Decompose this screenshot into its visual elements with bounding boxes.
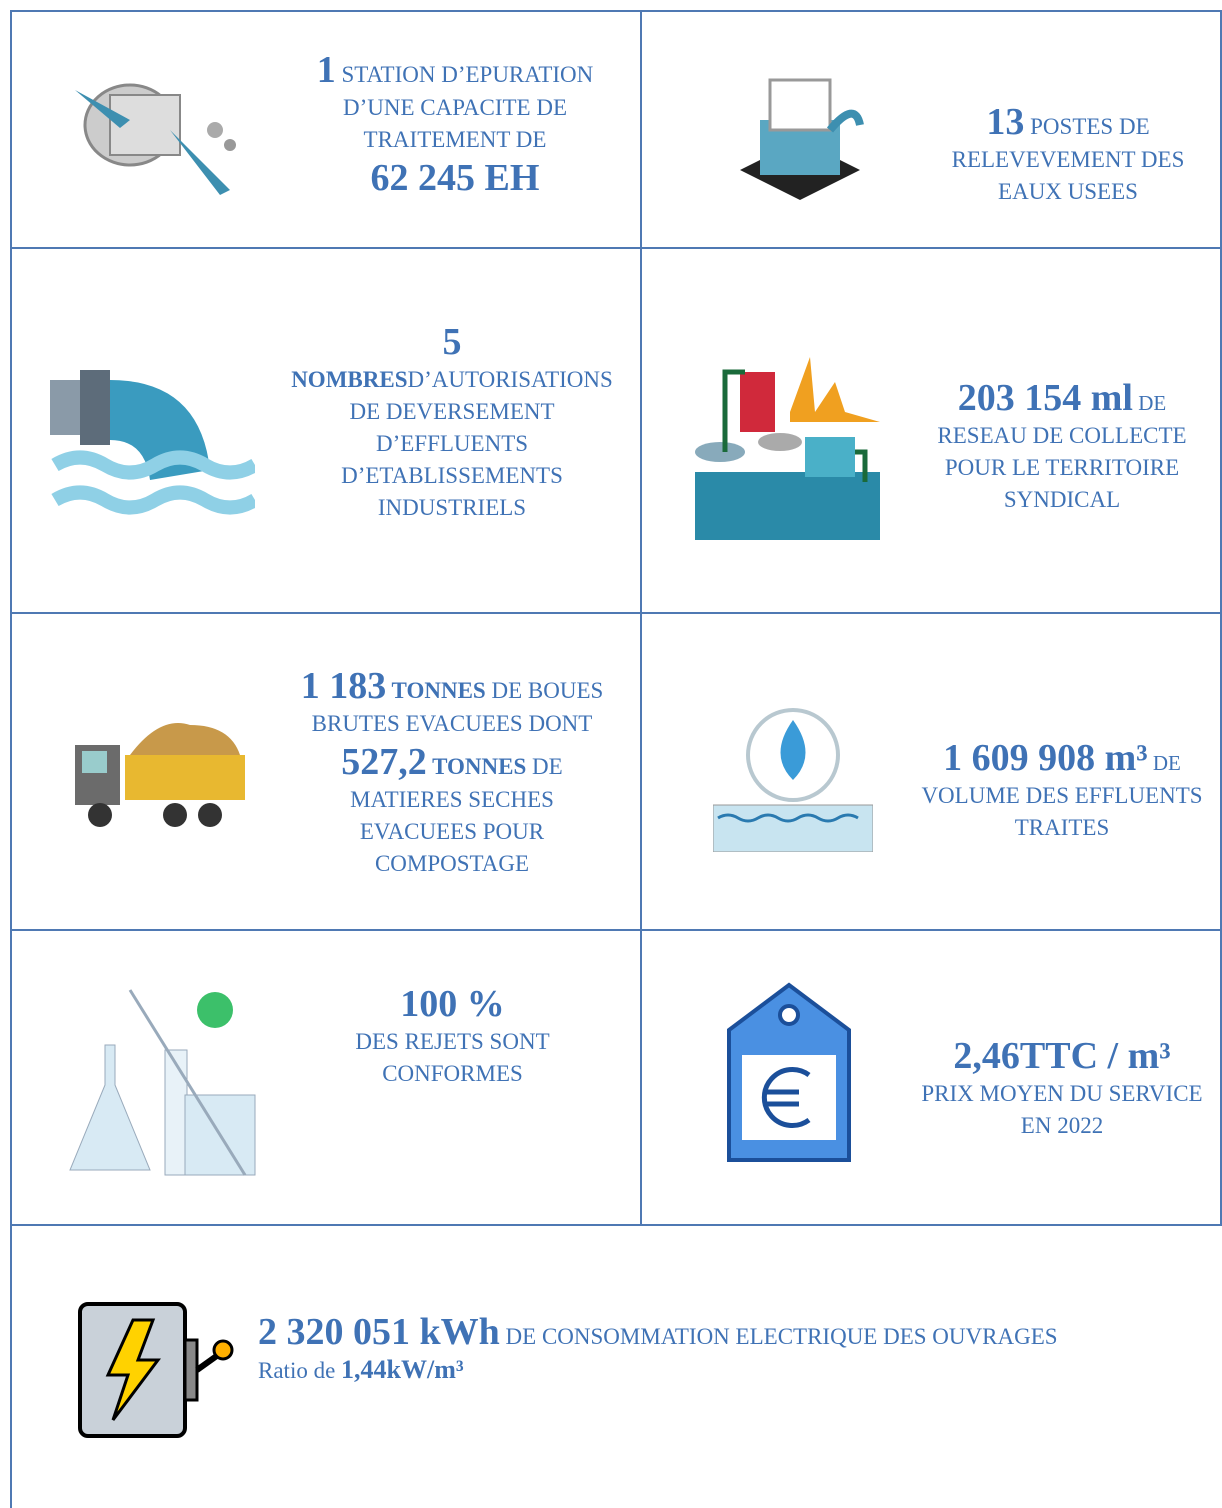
label: TONNES: [386, 678, 486, 703]
water-icon: [713, 708, 873, 852]
text-block: 203 154 ml DE RESEAU DE COLLECTE POUR LE…: [902, 376, 1222, 516]
text-block: 2 320 051 kWh DE CONSOMMATION ELECTRIQUE…: [258, 1310, 1218, 1387]
figure: 62 245 EH: [370, 157, 540, 199]
label: PRIX MOYEN DU SERVICE: [921, 1081, 1203, 1106]
label: TONNES: [426, 754, 527, 779]
label: SYNDICAL: [1003, 487, 1121, 512]
pumping-icon: [740, 78, 864, 200]
border: [10, 10, 1222, 12]
label: MATIERES SECHES: [350, 787, 554, 812]
label: Ratio de: [258, 1358, 342, 1383]
lab-icon: [69, 989, 256, 1176]
label: DE: [1147, 751, 1181, 775]
figure: 1,44kW/m³: [341, 1355, 464, 1384]
truck-icon: [75, 723, 245, 827]
text-block: 1 STATION D’EPURATION D’UNE CAPACITE DE …: [275, 48, 635, 200]
label: BRUTES EVACUEES DONT: [311, 711, 593, 736]
discharge-icon: [50, 370, 255, 515]
label: D’UNE CAPACITE DE: [342, 95, 568, 120]
border: [1220, 10, 1222, 1225]
label: CONFORMES: [382, 1061, 523, 1086]
label: TRAITEMENT DE: [363, 127, 547, 152]
border: [10, 1224, 1222, 1226]
label: VOLUME DES EFFLUENTS: [921, 783, 1203, 808]
label: DES REJETS SONT: [355, 1029, 550, 1054]
label: INDUSTRIELS: [377, 495, 527, 520]
label: POSTES DE: [1024, 114, 1150, 139]
label: DE DEVERSEMENT: [349, 399, 555, 424]
label: EAUX USEES: [998, 179, 1138, 204]
label: D’ETABLISSEMENTS: [341, 463, 563, 488]
border: [10, 247, 1222, 249]
label: RESEAU DE COLLECTE: [937, 423, 1187, 448]
label: EN 2022: [1020, 1113, 1104, 1138]
label: DE: [1132, 391, 1167, 415]
label: DE CONSOMMATION ELECTRIQUE DES OUVRAGES: [499, 1324, 1058, 1349]
label: POUR LE TERRITOIRE: [944, 455, 1180, 480]
figure: 2,46TTC / m³: [953, 1035, 1171, 1077]
figure: 100 %: [400, 983, 505, 1025]
label: NOMBRES: [291, 367, 408, 392]
label: D’EFFLUENTS: [375, 431, 529, 456]
label: COMPOSTAGE: [374, 851, 530, 876]
label: RELEVEVEMENT DES: [951, 147, 1185, 172]
label: STATION D’EPURATION: [335, 62, 594, 87]
text-block: 2,46TTC / m³ PRIX MOYEN DU SERVICE EN 20…: [902, 1034, 1222, 1142]
text-block: 13 POSTES DE RELEVEVEMENT DES EAUX USEES: [910, 100, 1222, 208]
label: DE BOUES: [485, 678, 604, 703]
figure: 5: [442, 321, 462, 363]
border: [640, 10, 642, 1225]
label: D’AUTORISATIONS: [407, 367, 613, 392]
figure: 1 183: [300, 665, 387, 707]
figure: 203 154 ml: [957, 377, 1133, 419]
border: [10, 929, 1222, 931]
label: EVACUEES POUR: [359, 819, 545, 844]
price-icon: [727, 982, 851, 1162]
network-icon: [695, 357, 880, 540]
text-block: 1 183 TONNES DE BOUES BRUTES EVACUEES DO…: [262, 664, 642, 880]
figure: 1: [316, 49, 336, 91]
electric-icon: [78, 1302, 234, 1438]
label: TRAITES: [1014, 815, 1110, 840]
border: [10, 612, 1222, 614]
text-block: 1 609 908 m³ DE VOLUME DES EFFLUENTS TRA…: [902, 736, 1222, 844]
border: [10, 10, 12, 1508]
figure: 2 320 051 kWh: [258, 1311, 500, 1353]
figure: 13: [986, 101, 1025, 143]
figure: 527,2: [341, 741, 427, 783]
text-block: 5 NOMBRESD’AUTORISATIONS DE DEVERSEMENT …: [272, 320, 632, 524]
figure: 1 609 908 m³: [943, 737, 1148, 779]
text-block: 100 % DES REJETS SONT CONFORMES: [275, 982, 630, 1090]
label: DE: [526, 754, 563, 779]
pretreatment-icon: [75, 83, 236, 195]
